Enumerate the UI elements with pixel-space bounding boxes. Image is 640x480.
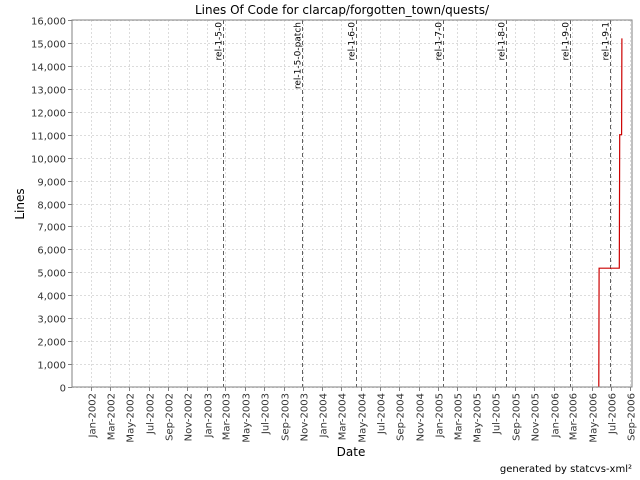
x-tick-label: May-2002 (126, 393, 137, 443)
x-tick-label: Jul-2002 (146, 393, 157, 435)
x-tick-label: Mar-2002 (107, 393, 118, 440)
y-tick-label: 1,000 (37, 361, 66, 372)
x-tick-label: Jul-2003 (261, 393, 272, 435)
x-tick-label: Sep-2006 (627, 393, 638, 441)
x-tick-label: Mar-2005 (454, 393, 465, 440)
x-axis-label: Date (337, 445, 366, 459)
y-tick-label: 2,000 (37, 338, 66, 349)
x-tick-label: Mar-2004 (338, 393, 349, 440)
series-line (598, 38, 623, 388)
series-lines (598, 38, 623, 388)
release-marker-label: rel-1-5-0 (215, 22, 225, 61)
y-tick-label: 10,000 (31, 155, 66, 166)
release-markers: rel-1-5-0 rel-1-5-0-patch rel-1-6-0 rel-1-7… (215, 20, 612, 387)
y-tick-label: 8,000 (37, 201, 66, 212)
x-tick-label: Nov-2004 (416, 393, 427, 441)
y-tick-label: 16,000 (31, 17, 66, 28)
x-tick-label: May-2005 (473, 393, 484, 443)
x-tick-label: Sep-2002 (165, 393, 176, 441)
x-axis-ticks: Jan-2002 Mar-2002 May-2002 Jul-2002 Sep-2002… (88, 387, 638, 443)
x-tick-label: Jan-2002 (88, 393, 99, 438)
y-tick-label: 12,000 (31, 109, 66, 120)
y-tick-label: 0 (60, 384, 66, 395)
x-tick-label: Sep-2005 (512, 393, 523, 441)
x-tick-label: Jul-2006 (608, 393, 619, 435)
y-tick-label: 6,000 (37, 246, 66, 257)
release-marker-label: rel-1-7-0 (435, 22, 445, 61)
x-tick-label: Jan-2004 (319, 393, 330, 438)
y-tick-label: 15,000 (31, 40, 66, 51)
y-tick-label: 11,000 (31, 132, 66, 143)
x-tick-label: Sep-2003 (281, 393, 292, 441)
x-tick-label: Nov-2005 (531, 393, 542, 441)
x-tick-label: Mar-2006 (569, 393, 580, 440)
x-tick-label: Jan-2005 (435, 393, 446, 438)
plot-border (71, 19, 633, 388)
y-tick-label: 13,000 (31, 86, 66, 97)
x-tick-label: Jul-2005 (492, 393, 503, 435)
x-tick-label: Jan-2006 (551, 393, 562, 438)
y-tick-label: 3,000 (37, 315, 66, 326)
release-marker-label: rel-1-9-0 (562, 22, 572, 61)
x-tick-label: May-2006 (589, 393, 600, 443)
x-tick-label: Nov-2002 (184, 393, 195, 441)
x-tick-label: May-2003 (242, 393, 253, 443)
x-tick-label: Mar-2003 (222, 393, 233, 440)
plot-area (72, 20, 632, 387)
chart-title: Lines Of Code for clarcap/forgotten_town… (195, 3, 490, 17)
y-tick-label: 9,000 (37, 178, 66, 189)
y-axis-ticks: 0 1,000 2,000 3,000 4,000 5,000 6,000 7,000 8,00… (31, 17, 72, 395)
x-tick-label: May-2004 (358, 393, 369, 443)
y-tick-label: 4,000 (37, 292, 66, 303)
generated-by-credit: generated by statcvs-xml² (499, 464, 632, 475)
release-marker-label: rel-1-9-1 (602, 22, 612, 60)
x-tick-label: Jul-2004 (377, 393, 388, 435)
release-marker-label: rel-1-8-0 (498, 22, 508, 61)
x-tick-label: Jan-2003 (204, 393, 215, 438)
y-tick-label: 7,000 (37, 223, 66, 234)
release-marker-label: rel-1-6-0 (348, 22, 358, 61)
y-axis-label: Lines (13, 188, 27, 219)
y-tick-label: 5,000 (37, 269, 66, 280)
x-tick-label: Sep-2004 (396, 393, 407, 441)
y-tick-label: 14,000 (31, 63, 66, 74)
release-marker-label: rel-1-5-0-patch (294, 22, 304, 89)
x-tick-label: Nov-2003 (300, 393, 311, 441)
